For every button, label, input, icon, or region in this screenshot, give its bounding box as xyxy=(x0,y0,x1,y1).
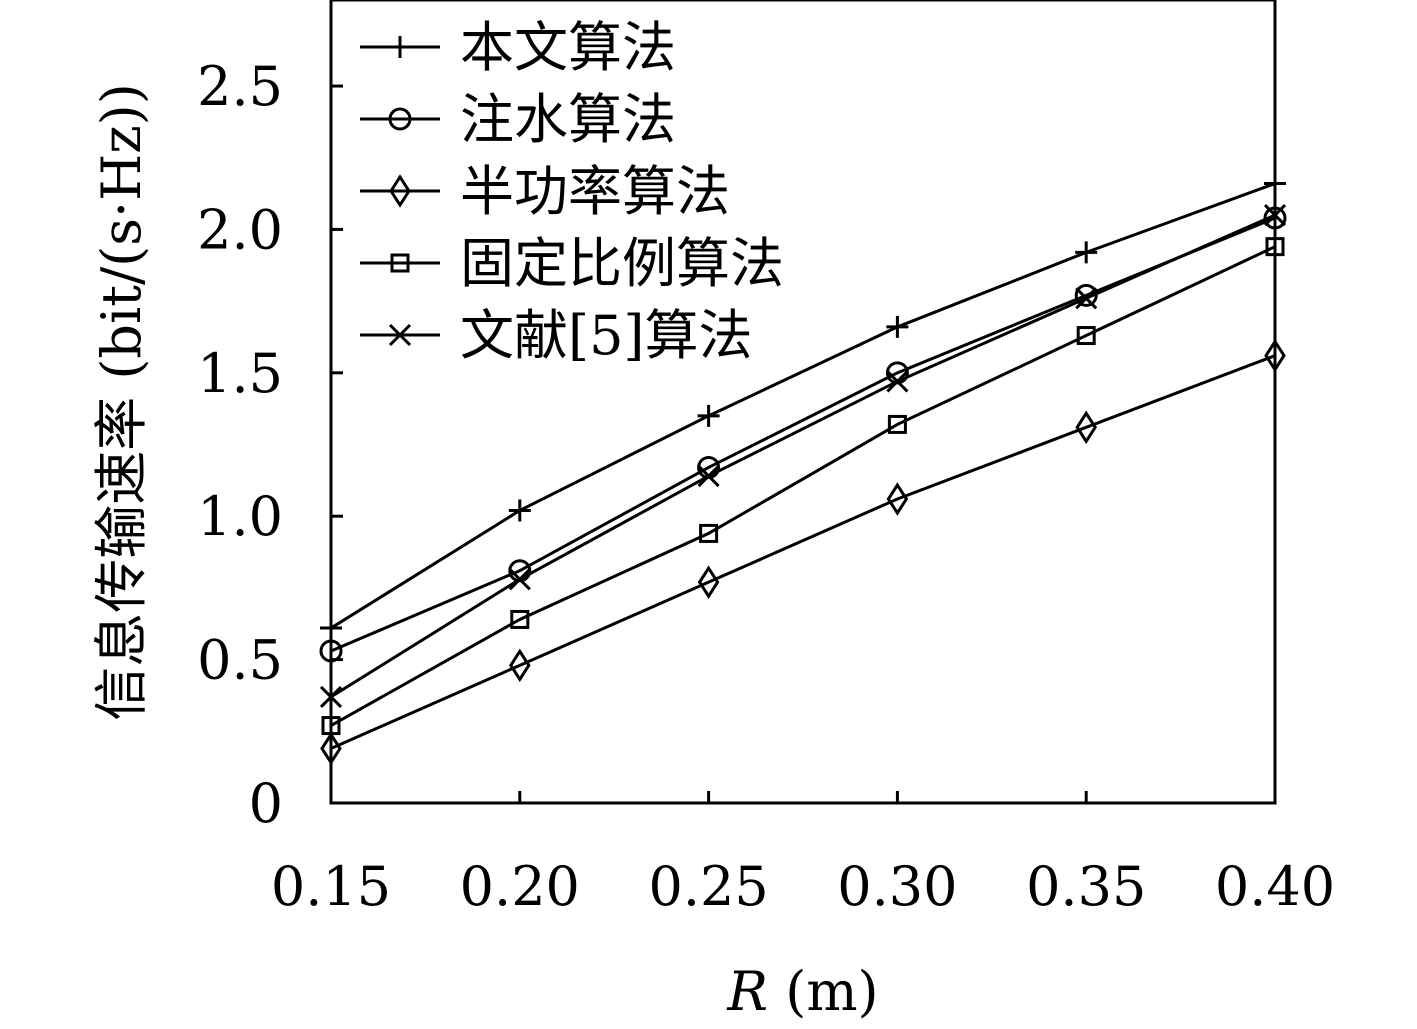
legend-entry: 固定比例算法 xyxy=(360,232,784,295)
x-tick-label: 0.35 xyxy=(1026,855,1146,918)
series-line xyxy=(330,216,1276,653)
y-tick-label: 0.5 xyxy=(197,629,283,692)
x-tick-label: 0.25 xyxy=(648,855,768,918)
y-axis: 0 0.5 1.0 1.5 2.0 2.5 xyxy=(197,55,343,835)
data-point xyxy=(697,465,720,488)
legend-label: 固定比例算法 xyxy=(460,232,784,295)
legend-label: 文献[5]算法 xyxy=(460,304,753,367)
x-axis: 0.15 0.20 0.25 0.30 0.35 0.40 xyxy=(271,791,1335,918)
data-point xyxy=(508,499,531,522)
data-point xyxy=(1075,410,1097,445)
y-tick-label: 2.5 xyxy=(197,55,283,118)
data-point xyxy=(1075,241,1098,264)
x-axis-label: R (m) xyxy=(726,960,878,1023)
y-tick-label: 1.0 xyxy=(197,485,283,548)
legend-label: 本文算法 xyxy=(460,16,676,79)
y-tick-label: 0 xyxy=(249,772,283,835)
legend-entry: 半功率算法 xyxy=(360,160,730,223)
legend-entry: 本文算法 xyxy=(360,16,676,79)
legend-marker xyxy=(388,323,412,347)
x-tick-label: 0.30 xyxy=(837,855,957,918)
series-3 xyxy=(320,338,1286,766)
legend-entry: 注水算法 xyxy=(360,88,676,151)
data-point xyxy=(887,414,907,434)
data-point xyxy=(510,609,530,629)
data-point xyxy=(886,482,909,516)
series-line xyxy=(330,245,1276,727)
data-point xyxy=(697,404,720,427)
series-line xyxy=(330,182,1276,630)
data-point xyxy=(886,315,909,338)
x-tick-label: 0.20 xyxy=(460,855,580,918)
data-point xyxy=(508,568,531,591)
y-axis-label: 信息传输速率 (bit/(s·Hz)) xyxy=(90,83,153,721)
x-tick-label: 0.40 xyxy=(1215,855,1335,918)
x-axis-unit: (m) xyxy=(785,960,878,1023)
legend-entry: 文献[5]算法 xyxy=(360,304,753,367)
legend-marker xyxy=(389,174,411,208)
legend-label: 半功率算法 xyxy=(460,160,730,223)
x-tick-label: 0.15 xyxy=(271,855,391,918)
legend-marker xyxy=(389,36,411,58)
y-tick-label: 2.0 xyxy=(197,198,283,261)
data-point xyxy=(699,523,719,543)
legend-label: 注水算法 xyxy=(460,88,676,151)
series-line xyxy=(330,354,1276,750)
legend-marker xyxy=(388,107,412,131)
legend-marker xyxy=(390,253,410,273)
data-point xyxy=(1075,287,1098,310)
data-point xyxy=(697,565,720,599)
data-point xyxy=(1076,326,1096,346)
y-tick-label: 1.5 xyxy=(197,342,283,405)
series-line xyxy=(330,213,1276,699)
data-point xyxy=(509,648,531,683)
x-axis-variable: R xyxy=(726,960,768,1023)
data-point xyxy=(886,370,909,393)
plot-frame xyxy=(329,0,1277,805)
